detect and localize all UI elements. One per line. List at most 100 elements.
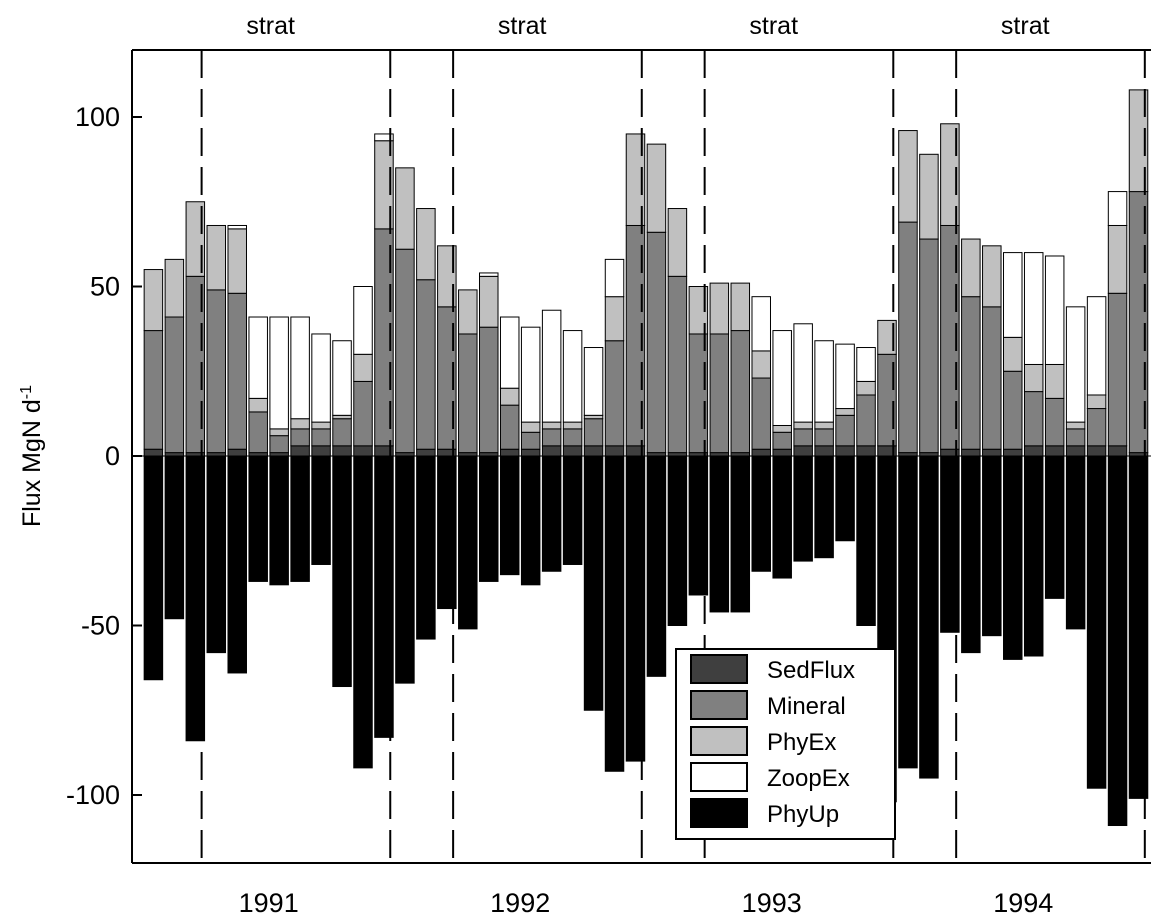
bar-mineral-26 (667, 275, 688, 454)
bar-phyup-2 (164, 455, 185, 620)
bar-phyex-8 (290, 418, 310, 430)
legend-swatch-phyex (690, 726, 748, 756)
bar-phyex-45 (1065, 421, 1086, 430)
bar-phyup-19 (520, 455, 541, 586)
bar-zoopex-31 (772, 330, 792, 426)
bar-mineral-8 (290, 428, 310, 447)
bar-sedflux-26 (667, 452, 688, 457)
bar-phyup-40 (961, 455, 981, 654)
strat-label-3: strat (749, 12, 798, 40)
bar-sedflux-7 (269, 452, 289, 457)
bar-phyup-8 (290, 455, 310, 582)
bar-phyex-18 (499, 387, 520, 406)
bar-phyup-23 (604, 455, 625, 772)
bar-mineral-30 (751, 377, 771, 450)
bar-phyex-20 (541, 421, 562, 430)
bar-mineral-46 (1086, 408, 1107, 447)
bar-phyex-6 (248, 397, 268, 413)
strat-labels: strat strat strat strat (246, 12, 1049, 40)
bar-sedflux-41 (982, 448, 1002, 457)
bar-zoopex-20 (541, 309, 562, 423)
bar-mineral-10 (332, 418, 352, 447)
y-tick-label-3: -50 (81, 611, 120, 641)
bar-sedflux-32 (793, 445, 813, 457)
bar-phyup-26 (667, 455, 688, 626)
bar-phyex-1 (143, 269, 164, 332)
bar-sedflux-37 (898, 452, 918, 457)
bar-sedflux-23 (604, 445, 625, 457)
bar-phyup-33 (814, 455, 834, 559)
bar-mineral-29 (730, 330, 751, 454)
bar-phyex-28 (709, 282, 730, 335)
bar-mineral-21 (562, 428, 583, 447)
bar-sedflux-10 (332, 445, 352, 457)
y-tick-label-2: 0 (105, 441, 120, 471)
year-labels: 1991 1992 1993 1994 (239, 888, 1054, 915)
bar-zoopex-43 (1023, 252, 1044, 365)
bar-mineral-44 (1044, 397, 1065, 447)
bar-sedflux-25 (646, 452, 667, 457)
bar-phyex-21 (562, 421, 583, 430)
bar-phyex-11 (353, 353, 373, 382)
bar-mineral-14 (416, 279, 436, 450)
bar-phyex-15 (437, 245, 457, 308)
bar-sedflux-45 (1065, 445, 1086, 457)
bar-phyup-16 (458, 455, 478, 630)
bar-phyex-23 (604, 296, 625, 342)
bar-sedflux-20 (541, 445, 562, 457)
bar-zoopex-42 (1003, 252, 1023, 338)
bar-mineral-28 (709, 333, 730, 454)
bar-phyex-36 (877, 319, 897, 355)
bar-mineral-9 (311, 428, 331, 447)
bar-sedflux-5 (227, 448, 247, 457)
bar-mineral-47 (1107, 292, 1128, 447)
bars-layer (143, 89, 1149, 827)
bar-zoopex-34 (835, 343, 855, 410)
bar-mineral-43 (1023, 391, 1044, 447)
bar-phyup-37 (898, 455, 918, 769)
legend: SedFlux Mineral PhyEx ZoopEx PhyUp (675, 648, 896, 840)
bar-mineral-37 (898, 221, 918, 454)
bar-sedflux-22 (583, 445, 604, 457)
bar-zoopex-35 (856, 347, 876, 382)
legend-swatch-zoopex (690, 762, 748, 792)
year-label-1993: 1993 (742, 888, 802, 915)
bar-phyup-31 (772, 455, 792, 579)
y-tick-label-1: 50 (90, 272, 120, 302)
bar-zoopex-5 (227, 224, 247, 230)
bar-sedflux-33 (814, 445, 834, 457)
bar-sedflux-4 (206, 452, 227, 457)
bar-phyup-48 (1128, 455, 1149, 799)
bar-zoopex-47 (1107, 191, 1128, 226)
bar-sedflux-35 (856, 445, 876, 457)
bar-phyex-2 (164, 258, 185, 318)
bar-phyup-21 (562, 455, 583, 565)
bar-phyex-46 (1086, 394, 1107, 410)
bar-zoopex-8 (290, 316, 310, 420)
bar-zoopex-9 (311, 333, 331, 423)
bar-phyup-14 (416, 455, 436, 640)
bar-phyex-30 (751, 350, 771, 379)
bar-phyex-42 (1003, 336, 1023, 372)
bar-phyex-44 (1044, 363, 1065, 399)
bar-phyup-11 (353, 455, 373, 769)
bar-phyup-38 (919, 455, 939, 779)
bar-phyex-17 (479, 275, 499, 328)
bar-sedflux-40 (961, 448, 981, 457)
bar-phyup-10 (332, 455, 352, 688)
bar-sedflux-13 (395, 452, 415, 457)
bar-phyex-34 (835, 408, 855, 416)
strat-label-2: strat (498, 12, 547, 40)
bar-phyex-37 (898, 130, 918, 223)
bar-phyex-40 (961, 238, 981, 298)
bar-phyex-5 (227, 228, 247, 294)
bar-phyup-6 (248, 455, 268, 582)
bar-phyex-47 (1107, 224, 1128, 294)
bar-sedflux-14 (416, 448, 436, 457)
bar-sedflux-46 (1086, 445, 1107, 457)
bar-phyup-9 (311, 455, 331, 565)
bar-mineral-16 (458, 333, 478, 454)
legend-swatch-mineral (690, 690, 748, 720)
bar-sedflux-11 (353, 445, 373, 457)
bar-phyex-10 (332, 414, 352, 420)
